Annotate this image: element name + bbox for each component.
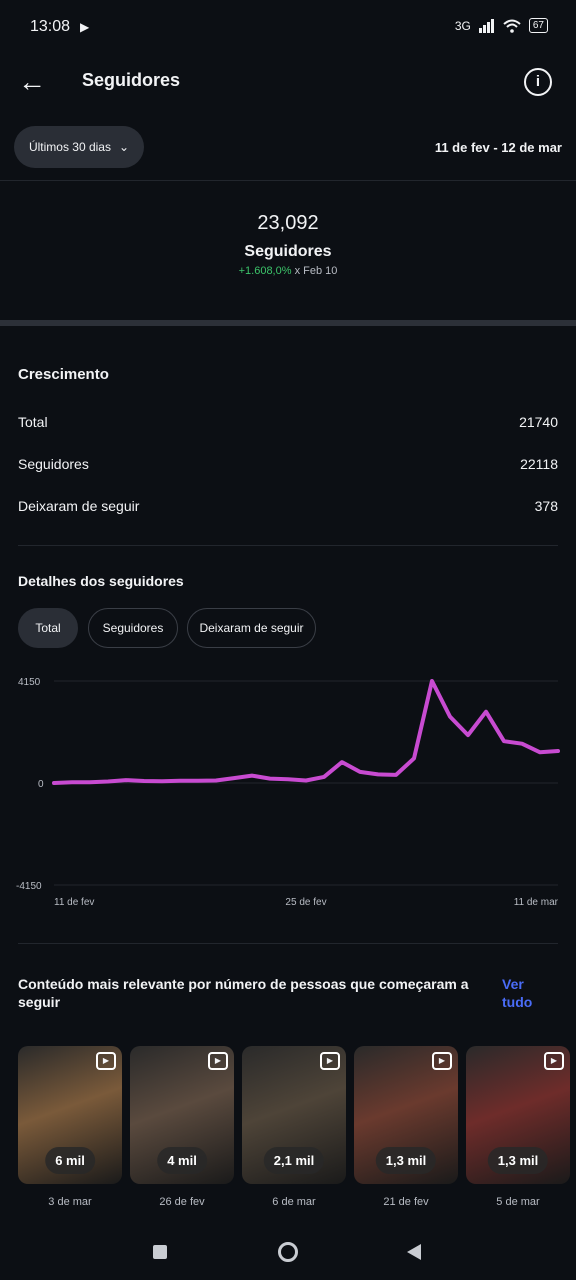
reel-icon: ▶ [544,1052,564,1070]
home-button[interactable] [268,1232,308,1272]
x-tick-label: 25 de fev [285,897,326,908]
page-title: Seguidores [82,70,181,90]
date-range-text: 11 de fev - 12 de mar [434,140,562,155]
reel-icon: ▶ [96,1052,116,1070]
reel-icon: ▶ [320,1052,340,1070]
section-separator [0,320,576,326]
row-label: Seguidores [18,456,89,472]
chevron-down-icon: ⌄ [118,140,130,154]
content-title: Conteúdo mais relevante por número de pe… [18,976,469,1010]
battery-icon: 67 [528,18,548,33]
summary-change: +1.608,0% x Feb 10 [0,265,576,277]
y-tick-label: -4150 [16,881,42,892]
growth-row-total: Total 21740 [18,414,558,430]
y-tick-label: 0 [38,779,44,790]
change-value: +1.608,0% [238,265,292,277]
growth-row-unfollows: Deixaram de seguir 378 [18,498,558,514]
content-thumbnail[interactable]: ▶ 2,1 mil [242,1046,346,1184]
thumbnail-date: 5 de mar [496,1196,540,1208]
row-value: 22118 [520,456,558,472]
info-icon[interactable]: i [524,68,552,96]
header: ← Seguidores i [0,56,576,108]
growth-title: Crescimento [18,366,109,383]
y-tick-label: 4150 [18,677,41,688]
content-thumbnail[interactable]: ▶ 1,3 mil [466,1046,570,1184]
details-title: Detalhes dos seguidores [18,573,184,589]
circle-icon [278,1242,298,1262]
date-range-dropdown[interactable]: Últimos 30 dias ⌄ [14,126,144,168]
thumbnail-date: 26 de fev [159,1196,205,1208]
signal-icon [478,18,494,33]
network-label: 3G [454,18,471,33]
status-time: 13:08 [30,18,71,35]
divider [0,180,576,181]
row-label: Deixaram de seguir [18,498,140,514]
thumbnail-count: 1,3 mil [375,1147,437,1174]
reel-icon: ▶ [208,1052,228,1070]
thumbnail-count: 1,3 mil [487,1147,549,1174]
content-thumbnail[interactable]: ▶ 4 mil [130,1046,234,1184]
summary-label: Seguidores [244,243,332,260]
x-tick-label: 11 de mar [514,897,559,908]
follower-chart: 4150 0 -4150 11 de fev 25 de fev 11 de m… [16,677,560,908]
row-value: 378 [534,498,558,514]
series-line [52,679,560,785]
thumbnail-date: 6 de mar [272,1196,316,1208]
wifi-icon [503,19,521,33]
row-value: 21740 [519,414,558,430]
recents-button[interactable] [140,1232,180,1272]
range-label: Últimos 30 dias [28,140,111,154]
status-icons: 3G 67 [455,18,548,33]
follower-count: 23,092 [257,212,319,234]
content-thumbnail[interactable]: ▶ 1,3 mil [354,1046,458,1184]
reel-icon: ▶ [432,1052,452,1070]
thumbnail-date: 3 de mar [48,1196,92,1208]
thumbnail-count: 6 mil [45,1147,95,1174]
chip-followers[interactable]: Seguidores [88,608,178,648]
row-label: Total [18,414,48,430]
see-all-link[interactable]: Ver tudo [502,976,533,1010]
triangle-back-icon [407,1244,421,1260]
growth-row-followers: Seguidores 22118 [18,456,558,472]
thumbnail-date: 21 de fev [383,1196,429,1208]
square-icon [153,1245,167,1259]
thumbnail-count: 4 mil [157,1147,207,1174]
change-suffix: x Feb 10 [294,265,338,277]
chip-total[interactable]: Total [18,608,78,648]
content-thumbnail[interactable]: ▶ 6 mil [18,1046,122,1184]
status-bar: 13:08 ▶ 3G 67 [0,0,576,56]
x-tick-label: 11 de fev [54,897,94,908]
back-arrow-icon[interactable]: ← [18,66,46,97]
thumbnail-count: 2,1 mil [263,1147,325,1174]
play-icon: ▶ [80,20,90,34]
chip-unfollows[interactable]: Deixaram de seguir [187,608,316,648]
divider [18,545,558,546]
divider [18,943,558,944]
back-nav-button[interactable] [394,1232,434,1272]
